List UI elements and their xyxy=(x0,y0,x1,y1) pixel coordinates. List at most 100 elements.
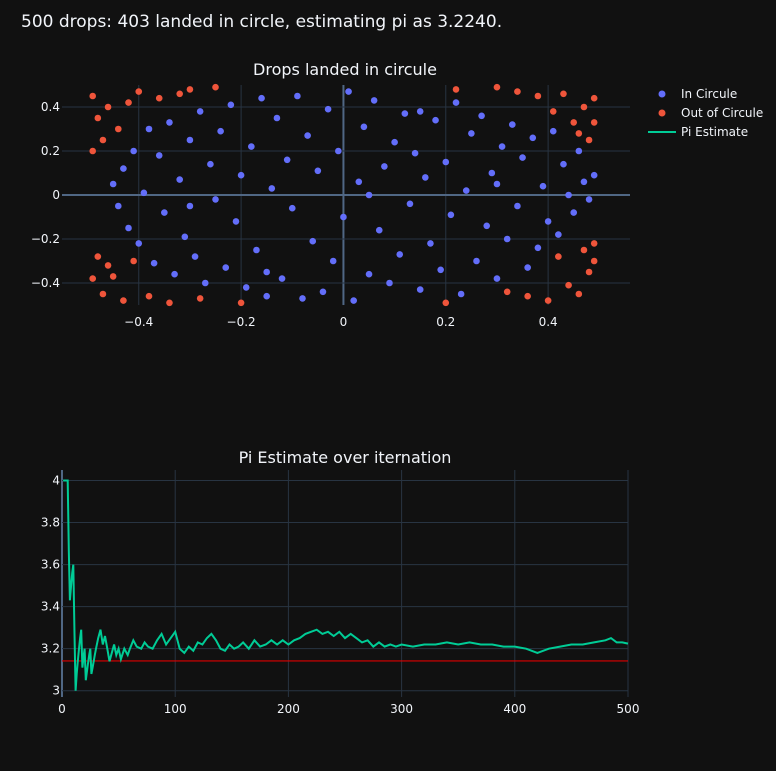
scatter-point-in xyxy=(273,114,281,122)
legend[interactable]: In Circule Out of Circule Pi Estimate xyxy=(648,87,763,139)
scatter-x-tick-label: −0.2 xyxy=(227,315,256,329)
legend-item-estimate[interactable]: Pi Estimate xyxy=(648,125,748,139)
pi-estimate-line xyxy=(63,479,629,691)
scatter-point-in xyxy=(299,295,306,302)
scatter-point-out xyxy=(590,119,598,126)
scatter-point-in xyxy=(114,202,122,210)
scatter-point-in xyxy=(365,191,373,199)
scatter-point-in xyxy=(585,196,593,203)
scatter-point-in xyxy=(278,275,286,282)
legend-item-out[interactable]: Out of Circule xyxy=(658,106,764,120)
scatter-point-in xyxy=(483,222,491,230)
pi-estimate-series xyxy=(63,479,629,691)
scatter-point-in xyxy=(442,158,450,166)
scatter-y-tick-label: −0.4 xyxy=(31,276,60,290)
line-y-tick-label: 3.8 xyxy=(41,516,60,530)
scatter-point-in xyxy=(253,246,260,254)
scatter-point-in xyxy=(493,180,501,188)
scatter-point-in xyxy=(514,202,521,210)
scatter-point-in xyxy=(304,132,311,139)
scatter-point-in xyxy=(432,116,439,124)
scatter-point-in xyxy=(493,275,501,282)
scatter-point-out xyxy=(196,295,204,302)
line-y-tick-label: 3.6 xyxy=(41,558,60,572)
scatter-point-in xyxy=(539,182,547,190)
line-chart-title: Pi Estimate over iternation xyxy=(239,448,452,467)
scatter-point-out xyxy=(493,83,501,91)
page-title: 500 drops: 403 landed in circle, estimat… xyxy=(21,12,503,32)
scatter-point-in xyxy=(319,288,327,296)
scatter-point-out xyxy=(89,92,97,100)
scatter-point-out xyxy=(109,273,117,280)
scatter-point-in xyxy=(411,149,419,157)
scatter-point-in xyxy=(422,174,429,181)
scatter-point-out xyxy=(89,275,97,282)
line-x-tick-label: 500 xyxy=(617,702,640,716)
line-x-ticks: 0 100 200 300 400 500 xyxy=(58,702,639,716)
scatter-y-ticks: −0.4 −0.2 0 0.2 0.4 xyxy=(31,100,60,290)
scatter-point-in xyxy=(396,251,404,258)
scatter-point-in xyxy=(268,185,276,192)
line-x-tick-label: 200 xyxy=(277,702,300,716)
scatter-point-in xyxy=(329,257,337,265)
scatter-point-in xyxy=(473,257,480,265)
scatter-chart-title: Drops landed in circule xyxy=(253,60,437,79)
scatter-point-in xyxy=(365,270,373,278)
scatter-point-in xyxy=(360,123,368,131)
scatter-point-out xyxy=(575,290,583,298)
scatter-point-out xyxy=(145,292,153,300)
scatter-point-in xyxy=(120,165,127,172)
scatter-point-in xyxy=(201,279,209,287)
scatter-point-in xyxy=(468,130,475,137)
scatter-point-in xyxy=(186,136,194,144)
line-x-tick-label: 100 xyxy=(164,702,187,716)
scatter-point-in xyxy=(227,101,235,109)
scatter-x-tick-label: −0.4 xyxy=(124,315,153,329)
scatter-point-in xyxy=(242,284,250,291)
scatter-point-in xyxy=(324,105,332,113)
scatter-point-in xyxy=(452,99,460,106)
scatter-point-out xyxy=(590,240,598,247)
line-y-tick-label: 4 xyxy=(52,474,60,488)
scatter-point-in xyxy=(488,169,496,177)
scatter-x-ticks: −0.4 −0.2 0 0.2 0.4 xyxy=(124,315,557,329)
scatter-point-out xyxy=(555,253,562,260)
scatter-point-out xyxy=(155,94,163,102)
scatter-point-in xyxy=(416,286,424,293)
line-y-tick-label: 3.4 xyxy=(41,600,60,614)
scatter-point-out xyxy=(176,90,183,98)
scatter-point-in xyxy=(125,224,132,232)
legend-marker-out xyxy=(658,109,666,117)
scatter-point-in xyxy=(345,88,352,95)
scatter-point-in xyxy=(575,147,583,155)
scatter-point-out xyxy=(590,94,598,102)
scatter-point-out xyxy=(442,299,450,307)
scatter-point-out xyxy=(585,136,593,144)
scatter-point-in xyxy=(140,189,148,197)
scatter-point-in xyxy=(355,178,363,186)
scatter-x-tick-label: 0 xyxy=(340,315,348,329)
scatter-point-in xyxy=(283,156,291,164)
legend-label-out: Out of Circule xyxy=(681,106,763,120)
scatter-point-in xyxy=(263,268,270,276)
scatter-point-in xyxy=(181,233,189,241)
scatter-point-in xyxy=(549,127,557,135)
scatter-point-in xyxy=(288,204,296,212)
scatter-point-out xyxy=(452,86,460,93)
scatter-point-in xyxy=(186,202,194,210)
scatter-point-out xyxy=(237,299,245,307)
scatter-point-in xyxy=(212,196,219,203)
scatter-point-in xyxy=(386,279,393,287)
legend-item-in[interactable]: In Circule xyxy=(658,87,738,101)
legend-label-estimate: Pi Estimate xyxy=(681,125,748,139)
scatter-point-in xyxy=(478,112,485,120)
line-y-tick-label: 3 xyxy=(52,684,60,698)
scatter-grid xyxy=(62,85,630,305)
scatter-point-in xyxy=(590,171,598,179)
scatter-point-in xyxy=(427,240,434,247)
scatter-point-out xyxy=(570,119,578,126)
scatter-point-in xyxy=(524,264,531,271)
scatter-point-out xyxy=(135,88,143,95)
scatter-point-out xyxy=(104,262,112,269)
